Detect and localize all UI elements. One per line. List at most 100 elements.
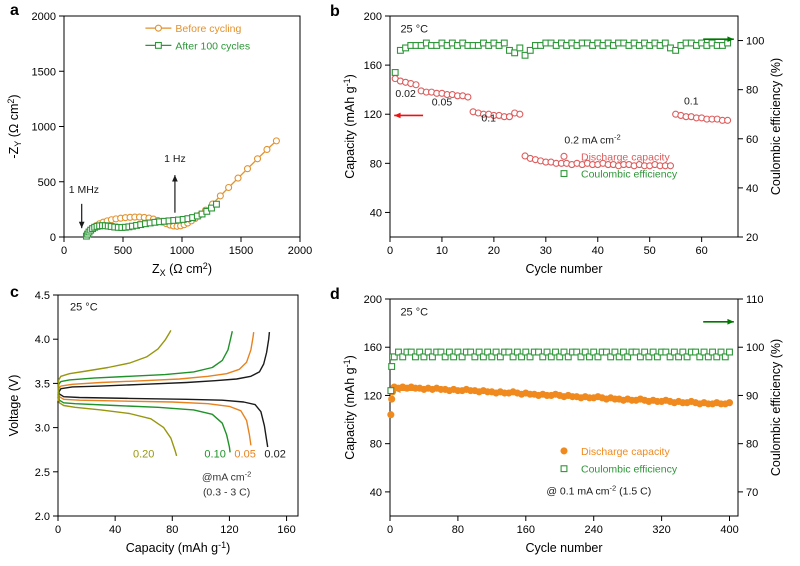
series-0.10-discharge	[57, 392, 231, 453]
svg-text:120: 120	[364, 109, 382, 121]
svg-text:3.0: 3.0	[35, 423, 50, 435]
svg-text:160: 160	[364, 60, 382, 72]
svg-text:ZX (Ω cm2): ZX (Ω cm2)	[152, 261, 212, 278]
svg-text:0: 0	[50, 232, 56, 244]
svg-text:1 MHz: 1 MHz	[69, 184, 99, 196]
svg-text:3.5: 3.5	[35, 378, 50, 390]
panel-letter-d: d	[330, 286, 340, 303]
svg-text:1500: 1500	[229, 245, 253, 257]
series-discharge-capacity	[387, 383, 734, 419]
svg-text:Cycle number: Cycle number	[525, 541, 602, 555]
svg-text:25 °C: 25 °C	[70, 301, 98, 313]
svg-text:4.5: 4.5	[35, 290, 50, 302]
svg-text:25 °C: 25 °C	[400, 306, 428, 318]
svg-text:-ZY (Ω cm2): -ZY (Ω cm2)	[6, 94, 23, 158]
svg-text:240: 240	[585, 524, 603, 536]
svg-text:Before cycling: Before cycling	[175, 23, 241, 35]
series-coulombic-efficiency	[387, 348, 733, 395]
svg-text:0.1: 0.1	[481, 113, 496, 125]
svg-text:60: 60	[696, 245, 708, 257]
svg-text:@ 0.1 mA cm-2 (1.5 C): @ 0.1 mA cm-2 (1.5 C)	[546, 483, 651, 497]
svg-text:60: 60	[746, 134, 758, 146]
svg-text:1000: 1000	[32, 122, 56, 134]
svg-text:80: 80	[166, 524, 178, 536]
svg-text:0.1: 0.1	[684, 95, 699, 107]
panel-letter-c: c	[10, 284, 19, 301]
panel-a-chart: 0 500 1000 1500 2000 0 500 1000 1500 2000 ZX (Ω cm…	[6, 11, 312, 278]
series-0.20-discharge	[57, 393, 178, 457]
svg-text:100: 100	[746, 36, 764, 48]
svg-text:0: 0	[55, 524, 61, 536]
series-0.02-discharge	[57, 388, 269, 448]
series-0.02-charge	[57, 332, 271, 403]
svg-text:80: 80	[370, 158, 382, 170]
svg-text:2000: 2000	[288, 245, 312, 257]
svg-text:0.10: 0.10	[204, 449, 225, 461]
svg-text:25 °C: 25 °C	[400, 24, 428, 36]
svg-text:0.20: 0.20	[133, 449, 154, 461]
svg-text:200: 200	[364, 11, 382, 23]
svg-text:0.2 mA cm-2: 0.2 mA cm-2	[564, 133, 620, 147]
svg-text:1000: 1000	[170, 245, 194, 257]
svg-text:(0.3 - 3 C): (0.3 - 3 C)	[203, 487, 250, 499]
svg-text:500: 500	[38, 177, 56, 189]
svg-text:40: 40	[746, 183, 758, 195]
svg-text:80: 80	[370, 439, 382, 451]
svg-text:2000: 2000	[32, 11, 56, 23]
svg-text:Discharge capacity: Discharge capacity	[581, 151, 670, 163]
svg-text:120: 120	[364, 390, 382, 402]
svg-text:40: 40	[370, 207, 382, 219]
svg-text:90: 90	[746, 390, 758, 402]
svg-text:100: 100	[746, 342, 764, 354]
svg-text:0: 0	[387, 524, 393, 536]
svg-text:2.0: 2.0	[35, 511, 50, 523]
svg-text:160: 160	[277, 524, 295, 536]
svg-text:0.05: 0.05	[432, 97, 453, 109]
svg-text:40: 40	[370, 487, 382, 499]
svg-text:200: 200	[364, 294, 382, 306]
series-discharge-capacity	[391, 75, 732, 170]
svg-text:50: 50	[644, 245, 656, 257]
series-after-100-cycles	[82, 200, 220, 240]
svg-text:30: 30	[540, 245, 552, 257]
svg-text:Voltage (V): Voltage (V)	[7, 375, 21, 437]
svg-text:80: 80	[746, 439, 758, 451]
svg-text:0.02: 0.02	[395, 88, 416, 100]
svg-text:1 Hz: 1 Hz	[164, 153, 186, 165]
svg-text:10: 10	[436, 245, 448, 257]
panel-letter-a: a	[10, 2, 19, 19]
svg-text:Capacity (mAh g-1): Capacity (mAh g-1)	[126, 540, 231, 555]
svg-text:Capacity (mAh g-1): Capacity (mAh g-1)	[342, 74, 357, 179]
svg-text:110: 110	[746, 294, 764, 306]
svg-text:Coulombic efficiency (%): Coulombic efficiency (%)	[769, 58, 783, 195]
svg-text:2.5: 2.5	[35, 467, 50, 479]
series-0.05-charge	[57, 332, 255, 402]
svg-text:400: 400	[720, 524, 738, 536]
series-0.20-charge	[57, 330, 172, 396]
svg-text:40: 40	[109, 524, 121, 536]
svg-text:0: 0	[387, 245, 393, 257]
svg-text:160: 160	[517, 524, 535, 536]
svg-text:Cycle number: Cycle number	[525, 262, 602, 276]
svg-text:500: 500	[114, 245, 132, 257]
svg-text:40: 40	[592, 245, 604, 257]
svg-text:4.0: 4.0	[35, 334, 50, 346]
svg-text:320: 320	[652, 524, 670, 536]
svg-text:@mA cm-2: @mA cm-2	[202, 470, 251, 484]
svg-text:Coulombic efficiency (%): Coulombic efficiency (%)	[769, 339, 783, 476]
series-0.10-charge	[57, 331, 233, 399]
svg-text:0.05: 0.05	[234, 449, 255, 461]
panel-b-chart: 0 10 20 30 40 50 60 40 80 120 160 200 20 40 60 80 100 Cyc…	[342, 11, 783, 276]
svg-text:70: 70	[746, 487, 758, 499]
svg-text:Discharge capacity: Discharge capacity	[581, 446, 670, 458]
svg-text:Coulombic efficiency: Coulombic efficiency	[581, 169, 678, 181]
panel-letter-b: b	[330, 3, 340, 20]
svg-text:120: 120	[220, 524, 238, 536]
series-0.05-discharge	[57, 390, 252, 446]
svg-text:80: 80	[746, 85, 758, 97]
series-coulombic-efficiency	[391, 39, 732, 76]
panel-c-chart: 0 40 80 120 160 2.0 2.5 3.0 3.5 4.0 4.5 Capacity (m…	[7, 290, 299, 555]
svg-text:20: 20	[488, 245, 500, 257]
panel-d-chart: 0 80 160 240 320 400 40 80 120 160 200 70 80 90 100 110…	[342, 294, 783, 555]
